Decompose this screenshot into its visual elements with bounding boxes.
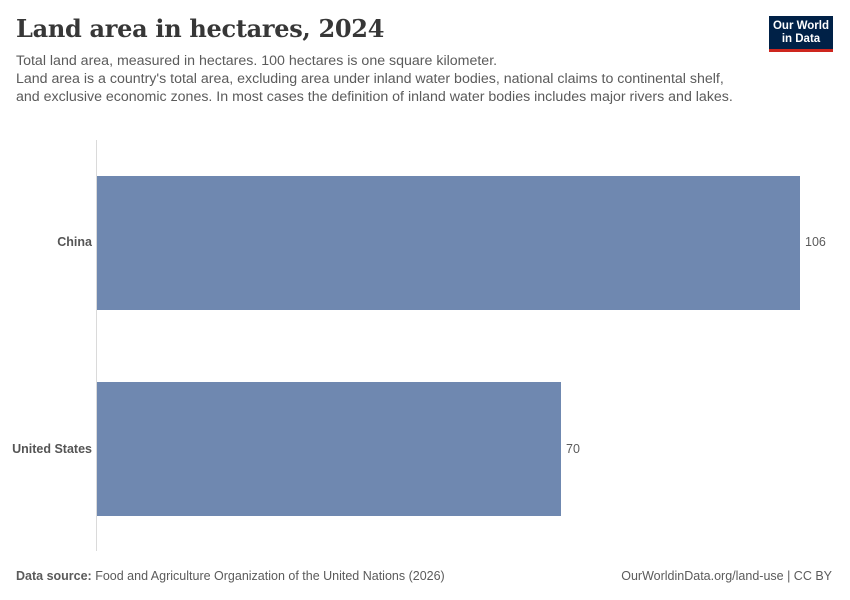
- value-label-china: 106: [805, 235, 826, 249]
- subtitle-line-1: Total land area, measured in hectares. 1…: [16, 53, 498, 69]
- y-axis-line: [96, 140, 97, 551]
- bar-china[interactable]: [97, 176, 800, 310]
- data-source: Data source: Food and Agriculture Organi…: [16, 569, 445, 583]
- bar-label-china: China: [57, 235, 92, 249]
- data-source-text: Food and Agriculture Organization of the…: [91, 569, 445, 583]
- bar-united-states[interactable]: [97, 382, 561, 516]
- source-link[interactable]: OurWorldinData.org/land-use | CC BY: [621, 569, 832, 583]
- logo-line-2: in Data: [781, 33, 821, 45]
- owid-logo[interactable]: Our World in Data: [769, 16, 833, 52]
- chart-title: Land area in hectares, 2024: [16, 14, 385, 43]
- subtitle-line-2: Land area is a country's total area, exc…: [16, 71, 733, 105]
- bar-label-united-states: United States: [12, 442, 92, 456]
- value-label-united-states: 70: [566, 442, 580, 456]
- chart-subtitle: Total land area, measured in hectares. 1…: [16, 52, 746, 106]
- data-source-label: Data source:: [16, 569, 92, 583]
- logo-line-1: Our World: [772, 20, 829, 32]
